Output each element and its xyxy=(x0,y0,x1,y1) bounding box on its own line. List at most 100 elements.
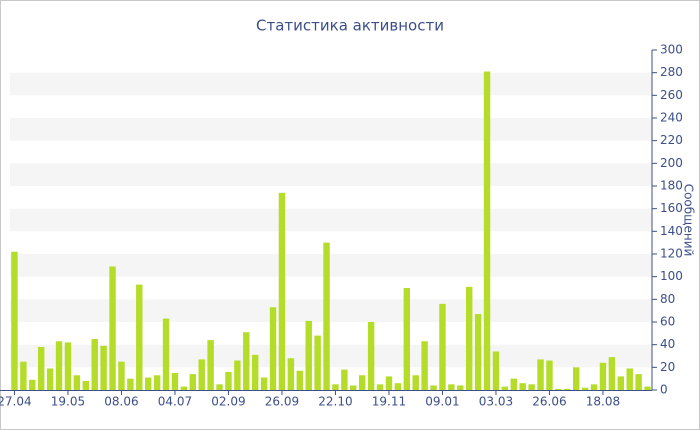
y-tick-label: 140 xyxy=(660,224,683,238)
bar xyxy=(537,359,544,390)
y-tick-label: 220 xyxy=(660,133,683,147)
y-tick-label: 60 xyxy=(660,315,675,329)
bar xyxy=(46,368,54,390)
bar xyxy=(20,361,27,390)
bar xyxy=(198,359,205,390)
bar xyxy=(332,384,339,390)
bar xyxy=(367,322,375,390)
bar xyxy=(144,377,152,390)
bar xyxy=(323,242,330,390)
bar xyxy=(483,71,491,391)
bar xyxy=(278,192,286,390)
bar xyxy=(296,370,304,390)
bar xyxy=(528,384,535,390)
x-tick-label: 26.06 xyxy=(532,395,566,409)
grid-band xyxy=(10,208,652,232)
y-tick-label: 280 xyxy=(660,65,683,79)
x-tick-label: 27.04 xyxy=(0,395,32,409)
bar xyxy=(519,383,526,390)
bar xyxy=(189,374,197,390)
bar xyxy=(109,266,116,390)
bar xyxy=(82,380,90,390)
bar xyxy=(376,384,384,390)
bar xyxy=(269,307,277,390)
x-tick-label: 09.01 xyxy=(425,395,459,409)
bar xyxy=(305,320,312,390)
x-tick-label: 03.03 xyxy=(479,395,513,409)
x-tick-label: 04.07 xyxy=(158,395,192,409)
bar xyxy=(617,376,625,390)
bar xyxy=(287,358,295,390)
bar xyxy=(581,387,589,390)
y-tick-label: 260 xyxy=(660,88,683,102)
bar xyxy=(11,251,18,390)
bar xyxy=(457,385,464,390)
bar xyxy=(118,361,125,390)
bar xyxy=(394,383,402,390)
y-tick-label: 240 xyxy=(660,111,683,125)
x-tick-label: 02.09 xyxy=(211,395,245,409)
bar xyxy=(162,318,170,390)
bar xyxy=(251,354,259,390)
y-tick-label: 80 xyxy=(660,292,675,306)
bar xyxy=(100,345,107,390)
bar xyxy=(260,377,268,390)
y-tick-label: 160 xyxy=(660,201,683,215)
bar xyxy=(492,351,500,390)
x-tick-label: 19.05 xyxy=(51,395,85,409)
bar xyxy=(448,384,455,390)
bar xyxy=(350,385,357,390)
bar xyxy=(37,346,45,390)
bar xyxy=(385,376,393,390)
x-tick-label: 19.11 xyxy=(372,395,406,409)
bar xyxy=(572,367,580,390)
bar xyxy=(341,369,348,390)
bar xyxy=(225,371,232,390)
grid-band xyxy=(10,163,652,186)
bar xyxy=(421,341,428,390)
bar xyxy=(55,341,63,390)
bar xyxy=(64,342,72,390)
bar xyxy=(635,374,642,390)
bar xyxy=(136,284,143,390)
y-tick-label: 180 xyxy=(660,179,683,193)
bar xyxy=(243,332,250,390)
bar xyxy=(153,375,161,390)
bar xyxy=(546,360,553,390)
bar xyxy=(216,384,223,390)
x-tick-label: 18.08 xyxy=(586,395,620,409)
y-tick-label: 200 xyxy=(660,156,683,170)
grid-band xyxy=(10,299,652,322)
bar xyxy=(465,286,473,390)
bar xyxy=(510,378,518,390)
bar xyxy=(358,375,366,390)
bar xyxy=(590,384,598,390)
grid-band xyxy=(10,72,652,96)
bar xyxy=(626,368,633,390)
y-tick-label: 20 xyxy=(660,360,675,374)
bar xyxy=(73,375,81,390)
y-tick-label: 40 xyxy=(660,337,675,351)
grid-band xyxy=(10,118,652,141)
bar xyxy=(439,303,446,390)
bar xyxy=(180,386,188,390)
bar xyxy=(644,386,651,390)
bar xyxy=(314,335,321,390)
bar xyxy=(608,357,616,390)
grid-band xyxy=(10,344,652,368)
bar xyxy=(403,288,411,390)
bar xyxy=(412,375,419,390)
x-tick-label: 26.09 xyxy=(265,395,299,409)
y-tick-label: 100 xyxy=(660,269,683,283)
bar xyxy=(29,379,36,390)
bar xyxy=(234,360,241,390)
bar xyxy=(127,378,134,390)
bar xyxy=(207,340,214,390)
bar xyxy=(599,362,607,390)
x-tick-label: 22.10 xyxy=(318,395,352,409)
y-tick-label: 120 xyxy=(660,247,683,261)
bar xyxy=(171,373,179,390)
bar xyxy=(564,388,571,390)
bar xyxy=(91,339,98,390)
